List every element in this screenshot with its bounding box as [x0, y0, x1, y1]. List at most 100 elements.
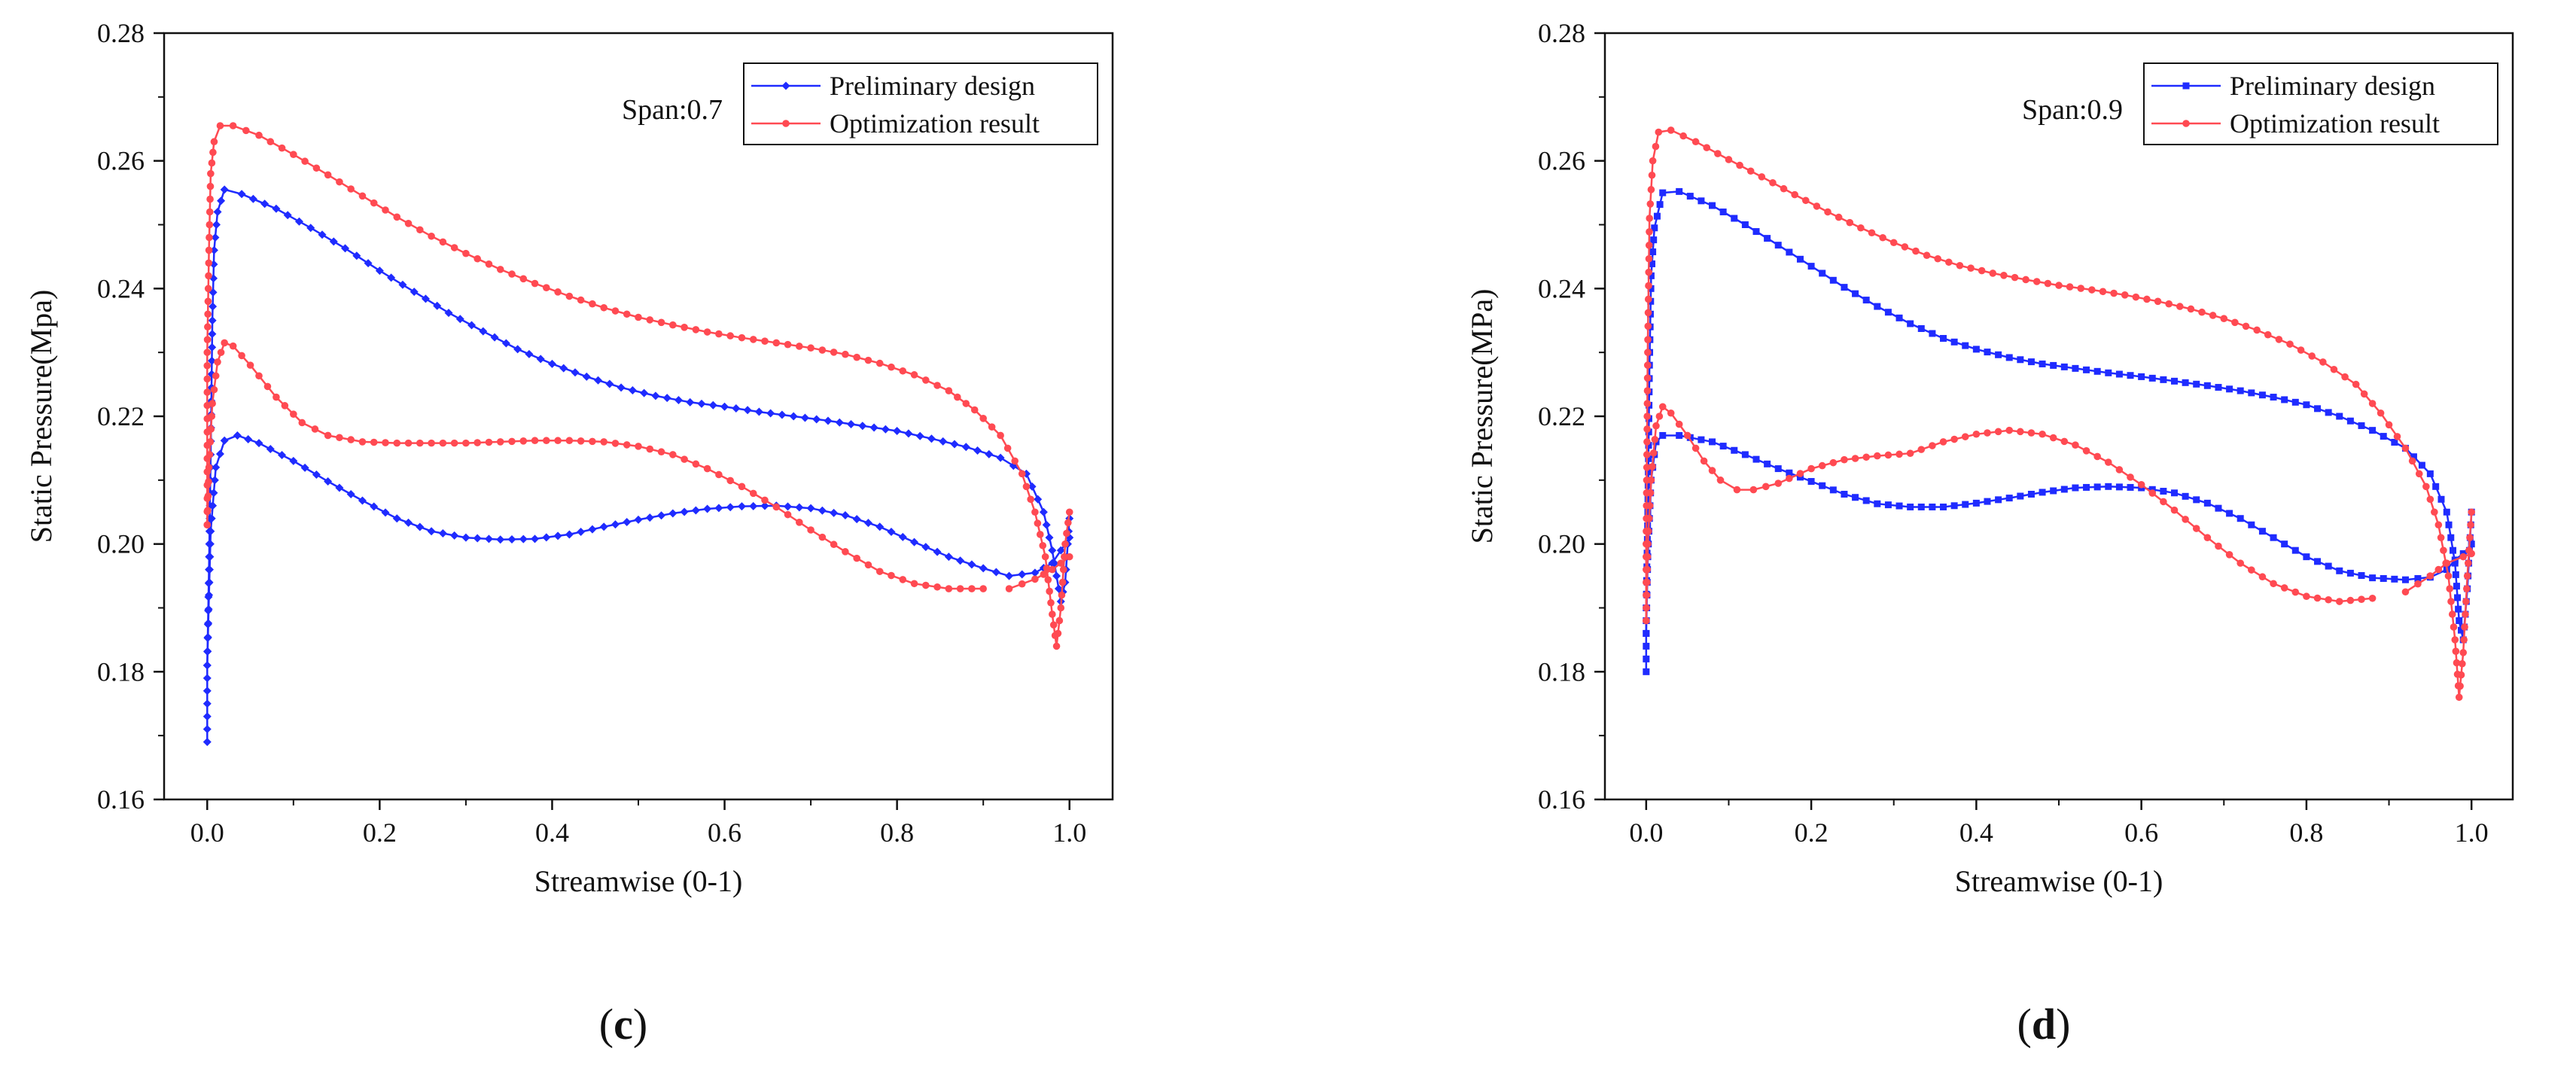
data-point: [2253, 326, 2261, 334]
data-point: [212, 463, 221, 472]
data-point: [1940, 503, 1947, 510]
data-point: [2017, 428, 2024, 436]
data-point: [2280, 584, 2288, 592]
data-point: [203, 336, 212, 344]
data-point: [2182, 379, 2189, 386]
data-point: [2127, 483, 2134, 491]
data-point: [807, 526, 815, 534]
data-point: [577, 528, 586, 537]
data-point: [1656, 201, 1664, 209]
data-point: [2209, 312, 2217, 319]
data-point: [565, 437, 574, 445]
data-point: [1644, 349, 1652, 356]
data-point: [210, 385, 218, 394]
data-point: [1874, 500, 1881, 507]
data-point: [1796, 470, 1804, 477]
legend-swatch-marker: [2182, 82, 2190, 90]
data-point: [324, 431, 332, 440]
data-point: [202, 738, 212, 747]
data-point: [692, 326, 700, 333]
series-optimization-result: [203, 122, 1073, 650]
data-point: [2231, 318, 2239, 327]
data-point: [554, 437, 562, 445]
data-point: [2083, 483, 2090, 491]
data-point: [209, 501, 218, 510]
data-point: [2270, 534, 2277, 541]
data-point: [324, 171, 332, 179]
data-point: [208, 316, 217, 325]
data-point: [2236, 387, 2244, 394]
data-point: [205, 478, 212, 486]
data-point: [1940, 335, 1947, 343]
data-point: [543, 284, 550, 292]
data-point: [635, 313, 642, 321]
data-point: [1018, 580, 1026, 588]
data-point: [2291, 398, 2299, 406]
data-point: [1912, 247, 1920, 255]
data-point: [623, 310, 631, 318]
data-point: [206, 182, 215, 190]
data-point: [2468, 550, 2475, 558]
data-point: [2291, 547, 2299, 554]
data-point: [207, 514, 216, 523]
data-point: [455, 315, 464, 324]
panel-label: (c): [599, 1000, 647, 1049]
data-point: [2192, 525, 2200, 532]
x-tick-label: 0.2: [363, 818, 397, 848]
data-point: [2391, 438, 2398, 446]
series-preliminary-design: [202, 185, 1074, 747]
data-point: [2450, 623, 2458, 631]
data-point: [2011, 273, 2019, 282]
data-point: [594, 376, 603, 385]
data-point: [2270, 580, 2277, 588]
data-point: [910, 371, 918, 379]
data-point: [2434, 521, 2443, 529]
data-point: [2459, 659, 2466, 668]
data-point: [1653, 212, 1661, 220]
data-point: [204, 297, 212, 306]
data-point: [554, 288, 562, 296]
data-point: [508, 270, 516, 278]
panel-label-part: d: [2032, 1000, 2056, 1049]
data-point: [2462, 598, 2470, 605]
data-point: [1005, 585, 1013, 592]
y-tick-label: 0.18: [97, 656, 145, 687]
data-point: [910, 580, 918, 588]
data-point: [933, 547, 942, 556]
data-point: [1658, 403, 1667, 411]
data-point: [2225, 551, 2233, 559]
data-point: [1644, 540, 1652, 548]
data-point: [2453, 583, 2460, 590]
data-point: [1884, 309, 1892, 316]
data-point: [1655, 128, 1663, 136]
data-point: [335, 483, 344, 492]
data-point: [800, 413, 809, 422]
data-point: [1984, 349, 1991, 356]
data-point: [818, 506, 827, 515]
data-point: [211, 233, 220, 242]
data-point: [2165, 300, 2173, 308]
data-point: [2391, 575, 2398, 583]
data-point: [2215, 384, 2222, 391]
data-point: [393, 439, 401, 447]
data-point: [646, 445, 654, 453]
data-point: [1884, 501, 1892, 509]
data-point: [795, 503, 804, 512]
data-point: [2049, 434, 2057, 442]
data-point: [473, 439, 481, 446]
data-point: [1901, 243, 1909, 251]
data-point: [864, 356, 872, 364]
data-point: [1028, 482, 1037, 491]
x-tick-label: 1.0: [2455, 818, 2489, 848]
data-point: [553, 531, 562, 540]
data-point: [1649, 248, 1657, 256]
data-point: [1649, 157, 1657, 165]
data-point: [1031, 508, 1039, 516]
data-point: [1045, 533, 1054, 542]
data-point: [2303, 401, 2310, 409]
data-point: [300, 463, 309, 472]
data-point: [973, 446, 982, 455]
series-optimization-result: [1643, 126, 2475, 702]
y-tick-label: 0.24: [1538, 273, 1585, 303]
data-point: [341, 244, 350, 253]
